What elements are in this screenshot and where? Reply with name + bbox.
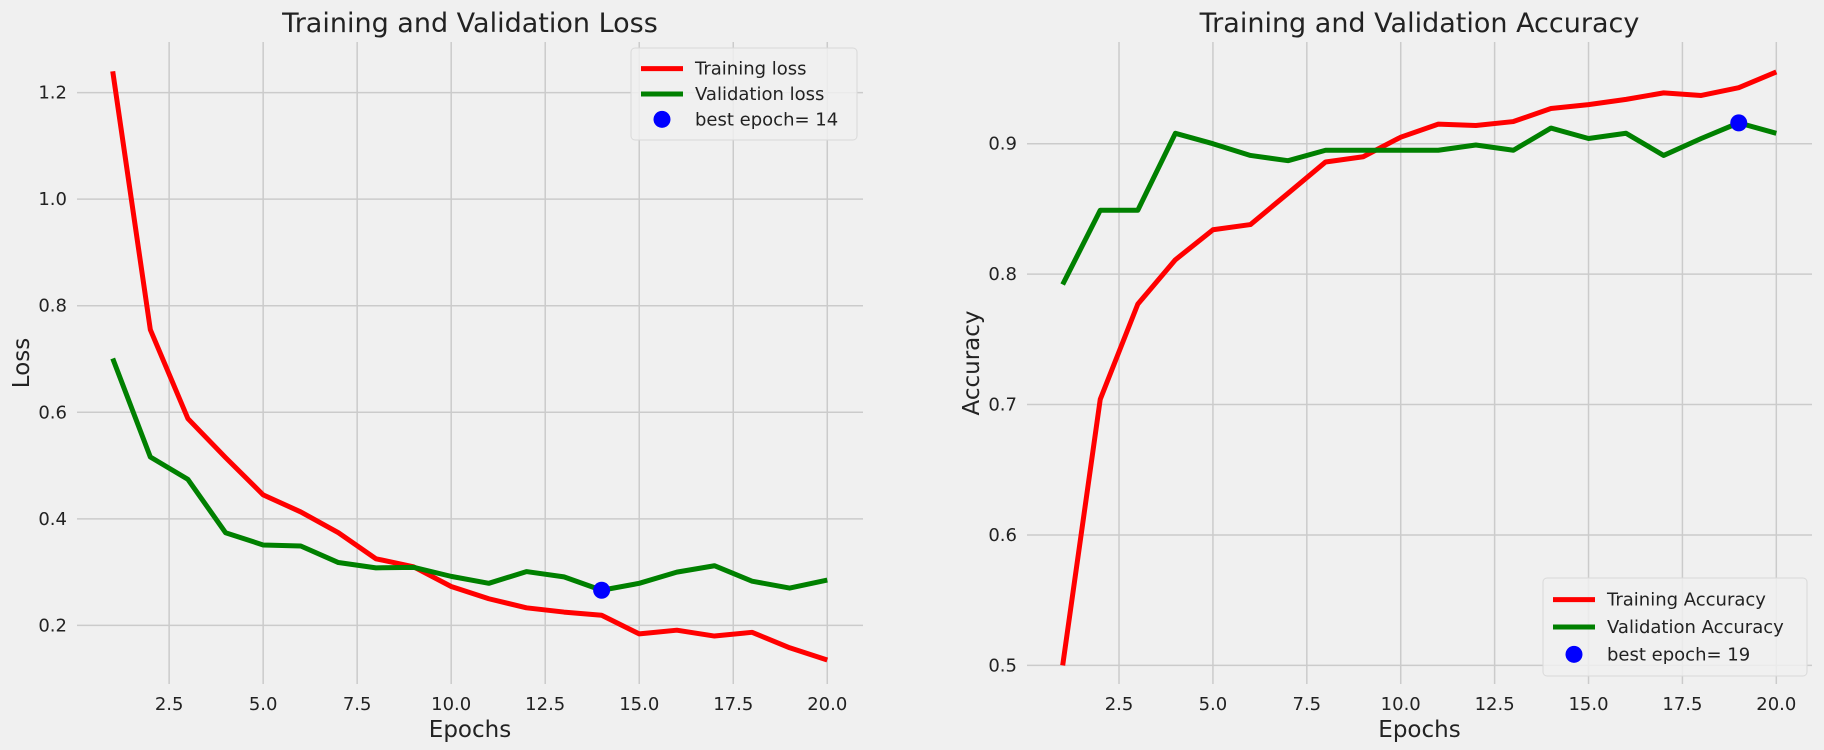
validation-accuracy-line: [1060, 120, 1777, 286]
training-loss-line: [110, 70, 829, 663]
legend-marker: [1565, 645, 1583, 663]
legend-entry-label: best epoch= 14: [695, 109, 838, 130]
x-tick-label: 20.0: [807, 694, 847, 715]
y-tick-label: 0.7: [988, 395, 1017, 416]
legend-entry-label: Validation Accuracy: [1607, 617, 1784, 638]
y-tick-label: 0.8: [38, 296, 67, 317]
series-lines: [1060, 69, 1778, 666]
legend-entry-label: Training Accuracy: [1606, 590, 1766, 611]
legend-marker: [653, 110, 671, 128]
y-axis-label: Accuracy: [959, 310, 985, 415]
legend-entry-label: Validation loss: [695, 84, 824, 105]
y-tick-label: 0.6: [38, 402, 67, 423]
y-tick-label: 1.2: [38, 83, 67, 104]
legend-entry-label: best epoch= 19: [1607, 644, 1750, 665]
x-tick-label: 12.5: [525, 694, 565, 715]
y-tick-label: 0.9: [988, 134, 1017, 155]
x-tick-label: 7.5: [1293, 694, 1322, 715]
y-tick-label: 0.2: [38, 615, 67, 636]
x-tick-label: 20.0: [1756, 694, 1796, 715]
y-tick-label: 0.5: [988, 655, 1017, 676]
x-tick-label: 17.5: [713, 694, 753, 715]
legend: Training loss Validation loss best epoch= …: [630, 47, 858, 141]
legend-box: [630, 47, 858, 141]
x-tick-label: 15.0: [619, 694, 659, 715]
y-tick-label: 0.4: [38, 509, 67, 530]
x-tick-label: 10.0: [1381, 694, 1421, 715]
x-tick-label: 2.5: [155, 694, 184, 715]
y-tick-label: 0.6: [988, 525, 1017, 546]
series-lines: [110, 70, 829, 663]
best-epoch-marker: [1730, 114, 1748, 132]
x-tick-label: 2.5: [1105, 694, 1134, 715]
x-tick-label: 10.0: [431, 694, 471, 715]
chart-title: Training and Validation Loss: [281, 8, 658, 39]
x-tick-label: 7.5: [343, 694, 372, 715]
x-tick-label: 5.0: [1199, 694, 1228, 715]
x-tick-label: 17.5: [1662, 694, 1702, 715]
best-epoch-marker: [593, 581, 611, 599]
grid-lines: [1027, 42, 1812, 684]
legend-box: [1542, 577, 1808, 677]
y-tick-label: 0.8: [988, 264, 1017, 285]
chart-panel-1: 2.5 5.0 7.5 10.0 12.5 15.0 17.5 20.0 0.2 0.4 0.6 0.…: [9, 8, 863, 743]
chart-title: Training and Validation Accuracy: [1199, 8, 1640, 39]
y-axis-label: Loss: [9, 338, 35, 388]
y-tick-label: 1.0: [38, 189, 67, 210]
x-tick-label: 5.0: [249, 694, 278, 715]
validation-loss-line: [110, 357, 828, 593]
x-axis-label: Epochs: [429, 717, 511, 743]
x-tick-label: 15.0: [1568, 694, 1608, 715]
legend: Training Accuracy Validation Accuracy best…: [1542, 577, 1808, 677]
chart-panel-2: 2.5 5.0 7.5 10.0 12.5 15.0 17.5 20.0 0.5 0.6 0.7 0.…: [959, 8, 1812, 743]
x-axis-label: Epochs: [1378, 717, 1460, 743]
training-accuracy-line: [1060, 69, 1778, 666]
x-tick-label: 12.5: [1475, 694, 1515, 715]
legend-entry-label: Training loss: [694, 59, 807, 80]
